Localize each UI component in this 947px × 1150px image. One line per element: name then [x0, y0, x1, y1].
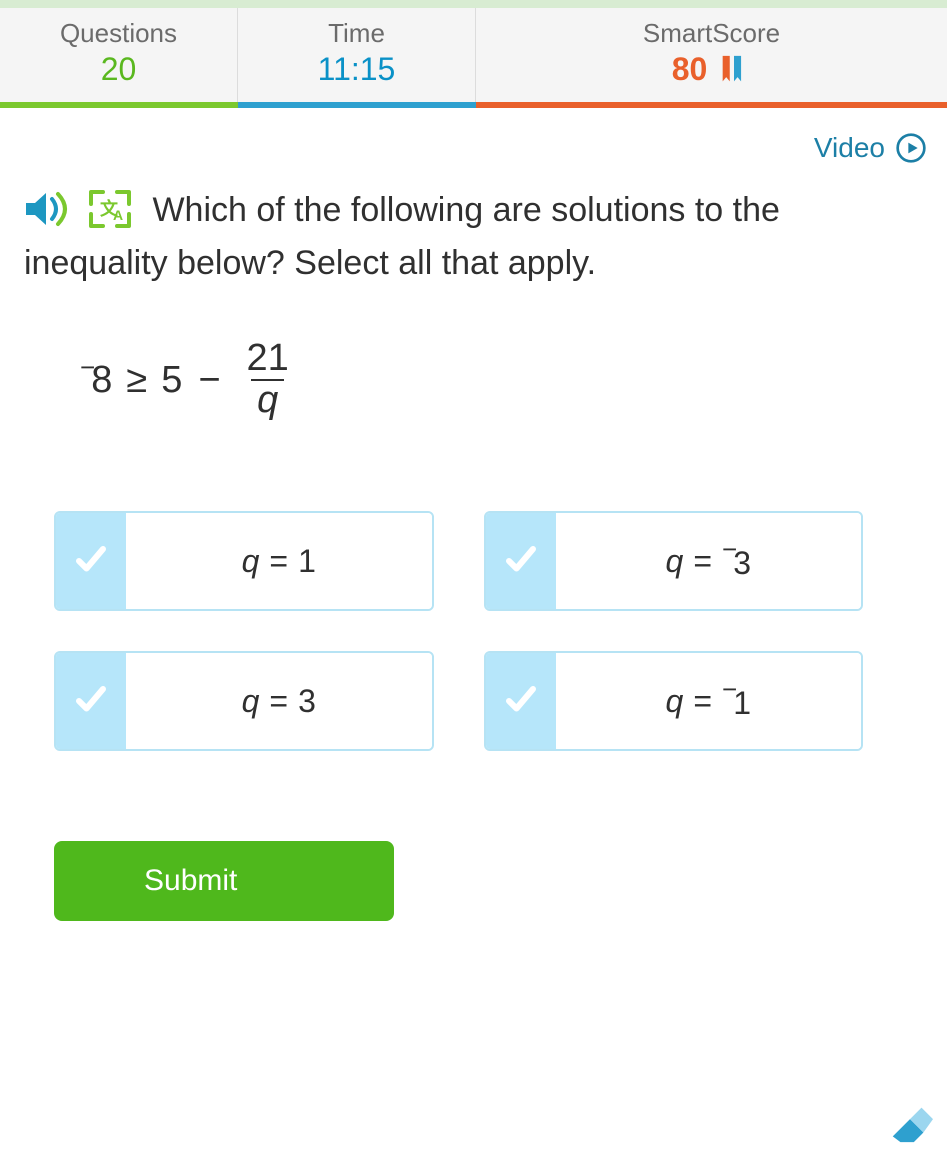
option-1[interactable]: q=−3 — [484, 511, 864, 611]
stat-time-label: Time — [238, 18, 475, 49]
ineq-fraction: 21 q — [241, 339, 295, 421]
option-0[interactable]: q=1 — [54, 511, 434, 611]
video-link[interactable]: Video — [0, 108, 947, 174]
underline-blue — [238, 102, 476, 108]
underline-green — [0, 102, 238, 108]
ineq-frac-den: q — [251, 379, 284, 421]
option-checkbox — [56, 653, 126, 749]
options-grid: q=1 q=−3 q=3 q=−1 — [24, 441, 923, 751]
inequality-expression: −8 ≥ 5 − 21 q — [24, 289, 923, 441]
option-checkbox — [486, 653, 556, 749]
question-text: Which of the following are solutions to … — [24, 191, 780, 282]
ineq-operator: ≥ — [126, 359, 147, 402]
option-2[interactable]: q=3 — [54, 651, 434, 751]
submit-button[interactable]: Submit — [54, 841, 394, 921]
stat-questions: Questions 20 — [0, 8, 238, 102]
stat-smartscore: SmartScore 80 — [476, 8, 947, 102]
underline-orange — [476, 102, 947, 108]
svg-text:A: A — [113, 207, 123, 223]
question-area: 文 A Which of the following are solutions… — [0, 174, 947, 921]
ineq-rhs-a: 5 — [161, 359, 182, 402]
stat-questions-label: Questions — [0, 18, 237, 49]
option-label: q=3 — [126, 653, 432, 749]
ineq-lhs-neg: − — [80, 352, 95, 382]
option-checkbox — [486, 513, 556, 609]
stats-bar: Questions 20 Time 11:15 SmartScore 80 — [0, 8, 947, 102]
stat-smartscore-value-row: 80 — [476, 51, 947, 88]
option-checkbox — [56, 513, 126, 609]
option-label: q=1 — [126, 513, 432, 609]
ineq-minus: − — [198, 359, 220, 402]
stat-smartscore-label: SmartScore — [476, 18, 947, 49]
stat-underline-bars — [0, 102, 947, 108]
stat-time-value: 11:15 — [238, 51, 475, 88]
option-label: q=−1 — [556, 653, 862, 749]
ribbon-icon — [717, 53, 751, 87]
top-accent-bar — [0, 0, 947, 8]
play-circle-icon — [895, 132, 927, 164]
stat-questions-value: 20 — [0, 51, 237, 88]
translate-icon[interactable]: 文 A — [88, 189, 132, 229]
speaker-icon[interactable] — [24, 189, 74, 229]
option-3[interactable]: q=−1 — [484, 651, 864, 751]
stat-smartscore-value: 80 — [672, 51, 708, 88]
eraser-icon[interactable] — [887, 1098, 933, 1144]
stat-time: Time 11:15 — [238, 8, 476, 102]
option-label: q=−3 — [556, 513, 862, 609]
video-link-label: Video — [814, 132, 885, 164]
ineq-frac-num: 21 — [241, 339, 295, 379]
